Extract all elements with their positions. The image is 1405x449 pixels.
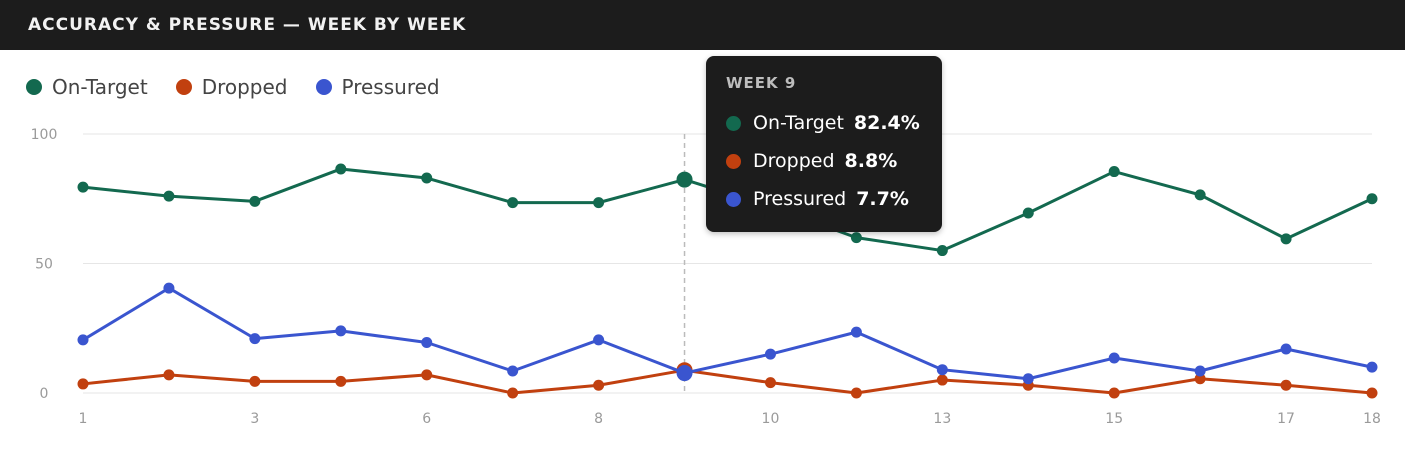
x-tick-label-17: 17 bbox=[1277, 411, 1295, 427]
tooltip-row-on-target: On-Target 82.4% bbox=[726, 104, 922, 142]
legend-dot-pressured bbox=[315, 79, 332, 95]
point-pressured-14 bbox=[1194, 365, 1206, 377]
point-dropped-3 bbox=[249, 375, 261, 387]
tooltip-value-on-target: 82.4% bbox=[853, 112, 920, 134]
point-on-target-11 bbox=[936, 245, 948, 257]
point-on-target-15 bbox=[1280, 233, 1292, 245]
y-tick-label-50: 50 bbox=[35, 257, 53, 273]
x-tick-label-10: 10 bbox=[762, 411, 780, 427]
hover-tooltip: WEEK 9 On-Target 82.4% Dropped 8.8% Pres… bbox=[706, 56, 942, 232]
legend-label-on-target: On-Target bbox=[52, 75, 148, 99]
tooltip-dot-dropped bbox=[726, 153, 741, 169]
point-on-target-2 bbox=[163, 190, 175, 202]
tooltip-name-dropped: Dropped bbox=[753, 150, 835, 172]
point-on-target-14 bbox=[1194, 189, 1206, 201]
tooltip-title: WEEK 9 bbox=[726, 74, 797, 92]
point-on-target-1 bbox=[77, 181, 89, 193]
point-pressured-7 bbox=[593, 334, 605, 346]
legend-label-pressured: Pressured bbox=[341, 75, 440, 99]
x-tick-label-18: 18 bbox=[1363, 411, 1381, 427]
point-pressured-11 bbox=[936, 364, 948, 376]
tooltip-name-on-target: On-Target bbox=[753, 112, 844, 134]
x-tick-label-13: 13 bbox=[933, 411, 951, 427]
y-tick-label-100: 100 bbox=[31, 127, 58, 143]
point-on-target-6 bbox=[507, 197, 519, 209]
tooltip-value-pressured: 7.7% bbox=[856, 188, 909, 210]
point-on-target-10 bbox=[850, 232, 862, 244]
point-pressured-5 bbox=[421, 336, 433, 348]
legend-item-pressured[interactable]: Pressured bbox=[315, 75, 440, 99]
point-dropped-13 bbox=[1108, 387, 1120, 399]
x-tick-label-8: 8 bbox=[594, 411, 603, 427]
point-on-target-7 bbox=[593, 197, 605, 209]
tooltip-dot-on-target bbox=[726, 115, 741, 131]
point-on-target-4 bbox=[335, 163, 347, 175]
point-dropped-2 bbox=[163, 369, 175, 381]
point-pressured-13 bbox=[1108, 352, 1120, 364]
legend-item-dropped[interactable]: Dropped bbox=[175, 75, 288, 99]
point-dropped-14 bbox=[1194, 373, 1206, 385]
chart-header: ACCURACY & PRESSURE — WEEK BY WEEK bbox=[0, 0, 1405, 50]
point-dropped-10 bbox=[850, 387, 862, 399]
legend-dot-dropped bbox=[175, 79, 192, 95]
point-pressured-16 bbox=[1366, 361, 1378, 373]
tooltip-dot-pressured bbox=[726, 191, 741, 207]
x-tick-label-3: 3 bbox=[250, 411, 259, 427]
x-tick-label-15: 15 bbox=[1105, 411, 1123, 427]
legend: On-Target Dropped Pressured bbox=[26, 73, 440, 101]
point-dropped-1 bbox=[77, 378, 89, 390]
point-on-target-16 bbox=[1366, 193, 1378, 205]
series-line-pressured bbox=[81, 286, 1374, 381]
point-dropped-9 bbox=[764, 377, 776, 389]
point-pressured-4 bbox=[335, 325, 347, 337]
point-pressured-15 bbox=[1280, 343, 1292, 355]
point-dropped-5 bbox=[421, 369, 433, 381]
tooltip-row-pressured: Pressured 7.7% bbox=[726, 180, 922, 218]
series-line-dropped bbox=[81, 368, 1374, 395]
point-dropped-15 bbox=[1280, 379, 1292, 391]
point-pressured-6 bbox=[507, 365, 519, 377]
point-dropped-7 bbox=[593, 379, 605, 391]
point-on-target-12 bbox=[1022, 207, 1034, 219]
point-on-target-13 bbox=[1108, 166, 1120, 178]
tooltip-name-pressured: Pressured bbox=[753, 188, 847, 210]
legend-item-on-target[interactable]: On-Target bbox=[26, 75, 148, 99]
tooltip-row-dropped: Dropped 8.8% bbox=[726, 142, 922, 180]
point-on-target-5 bbox=[421, 172, 433, 184]
point-dropped-4 bbox=[335, 375, 347, 387]
legend-dot-on-target bbox=[26, 79, 42, 95]
point-pressured-8 bbox=[676, 365, 693, 382]
point-pressured-10 bbox=[850, 326, 862, 338]
point-pressured-2 bbox=[163, 282, 175, 294]
point-dropped-6 bbox=[507, 387, 519, 399]
chart-title: ACCURACY & PRESSURE — WEEK BY WEEK bbox=[28, 15, 467, 35]
tooltip-value-dropped: 8.8% bbox=[844, 150, 898, 172]
point-on-target-8 bbox=[676, 171, 693, 188]
x-tick-label-6: 6 bbox=[422, 411, 431, 427]
x-tick-label-1: 1 bbox=[79, 411, 88, 427]
point-pressured-12 bbox=[1022, 373, 1034, 385]
point-pressured-3 bbox=[249, 333, 261, 345]
point-pressured-1 bbox=[77, 334, 89, 346]
legend-label-dropped: Dropped bbox=[201, 75, 288, 99]
point-pressured-9 bbox=[764, 348, 776, 360]
point-on-target-3 bbox=[249, 195, 261, 207]
point-dropped-11 bbox=[936, 374, 948, 386]
y-tick-label-0: 0 bbox=[40, 386, 49, 402]
point-dropped-16 bbox=[1366, 387, 1378, 399]
